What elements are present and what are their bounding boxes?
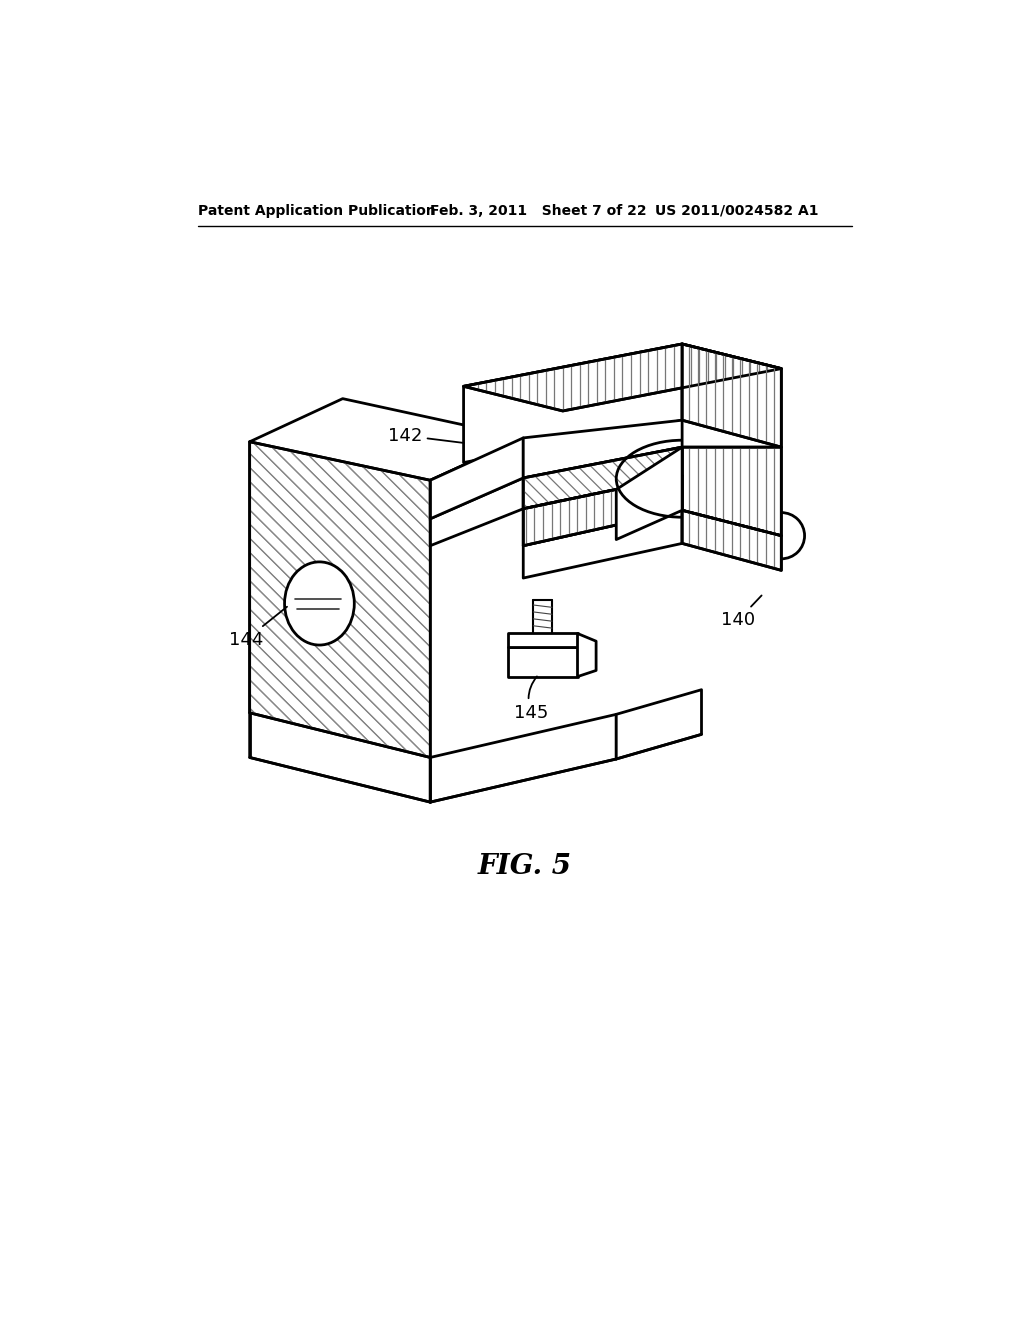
Polygon shape: [250, 442, 430, 758]
Text: 144: 144: [228, 607, 287, 648]
Polygon shape: [616, 689, 701, 759]
Polygon shape: [430, 438, 523, 520]
Polygon shape: [430, 478, 523, 545]
Polygon shape: [464, 345, 781, 411]
Polygon shape: [578, 634, 596, 677]
Text: 140: 140: [721, 595, 762, 630]
Text: FIG. 5: FIG. 5: [478, 853, 571, 880]
Text: 145: 145: [514, 676, 548, 722]
Polygon shape: [523, 511, 682, 578]
Polygon shape: [682, 447, 781, 536]
Text: US 2011/0024582 A1: US 2011/0024582 A1: [655, 203, 818, 218]
Text: 142: 142: [388, 426, 464, 445]
Polygon shape: [430, 714, 616, 803]
Polygon shape: [464, 345, 682, 462]
Ellipse shape: [285, 562, 354, 645]
Polygon shape: [508, 634, 578, 647]
Polygon shape: [523, 420, 682, 478]
Polygon shape: [250, 713, 430, 803]
Polygon shape: [682, 345, 781, 447]
Text: Patent Application Publication: Patent Application Publication: [198, 203, 435, 218]
Polygon shape: [682, 511, 781, 570]
Polygon shape: [523, 475, 682, 545]
Polygon shape: [616, 447, 682, 540]
Polygon shape: [508, 647, 578, 677]
Polygon shape: [430, 438, 523, 519]
Polygon shape: [523, 447, 682, 508]
Polygon shape: [250, 399, 523, 480]
Polygon shape: [250, 442, 430, 758]
Text: Feb. 3, 2011   Sheet 7 of 22: Feb. 3, 2011 Sheet 7 of 22: [430, 203, 647, 218]
